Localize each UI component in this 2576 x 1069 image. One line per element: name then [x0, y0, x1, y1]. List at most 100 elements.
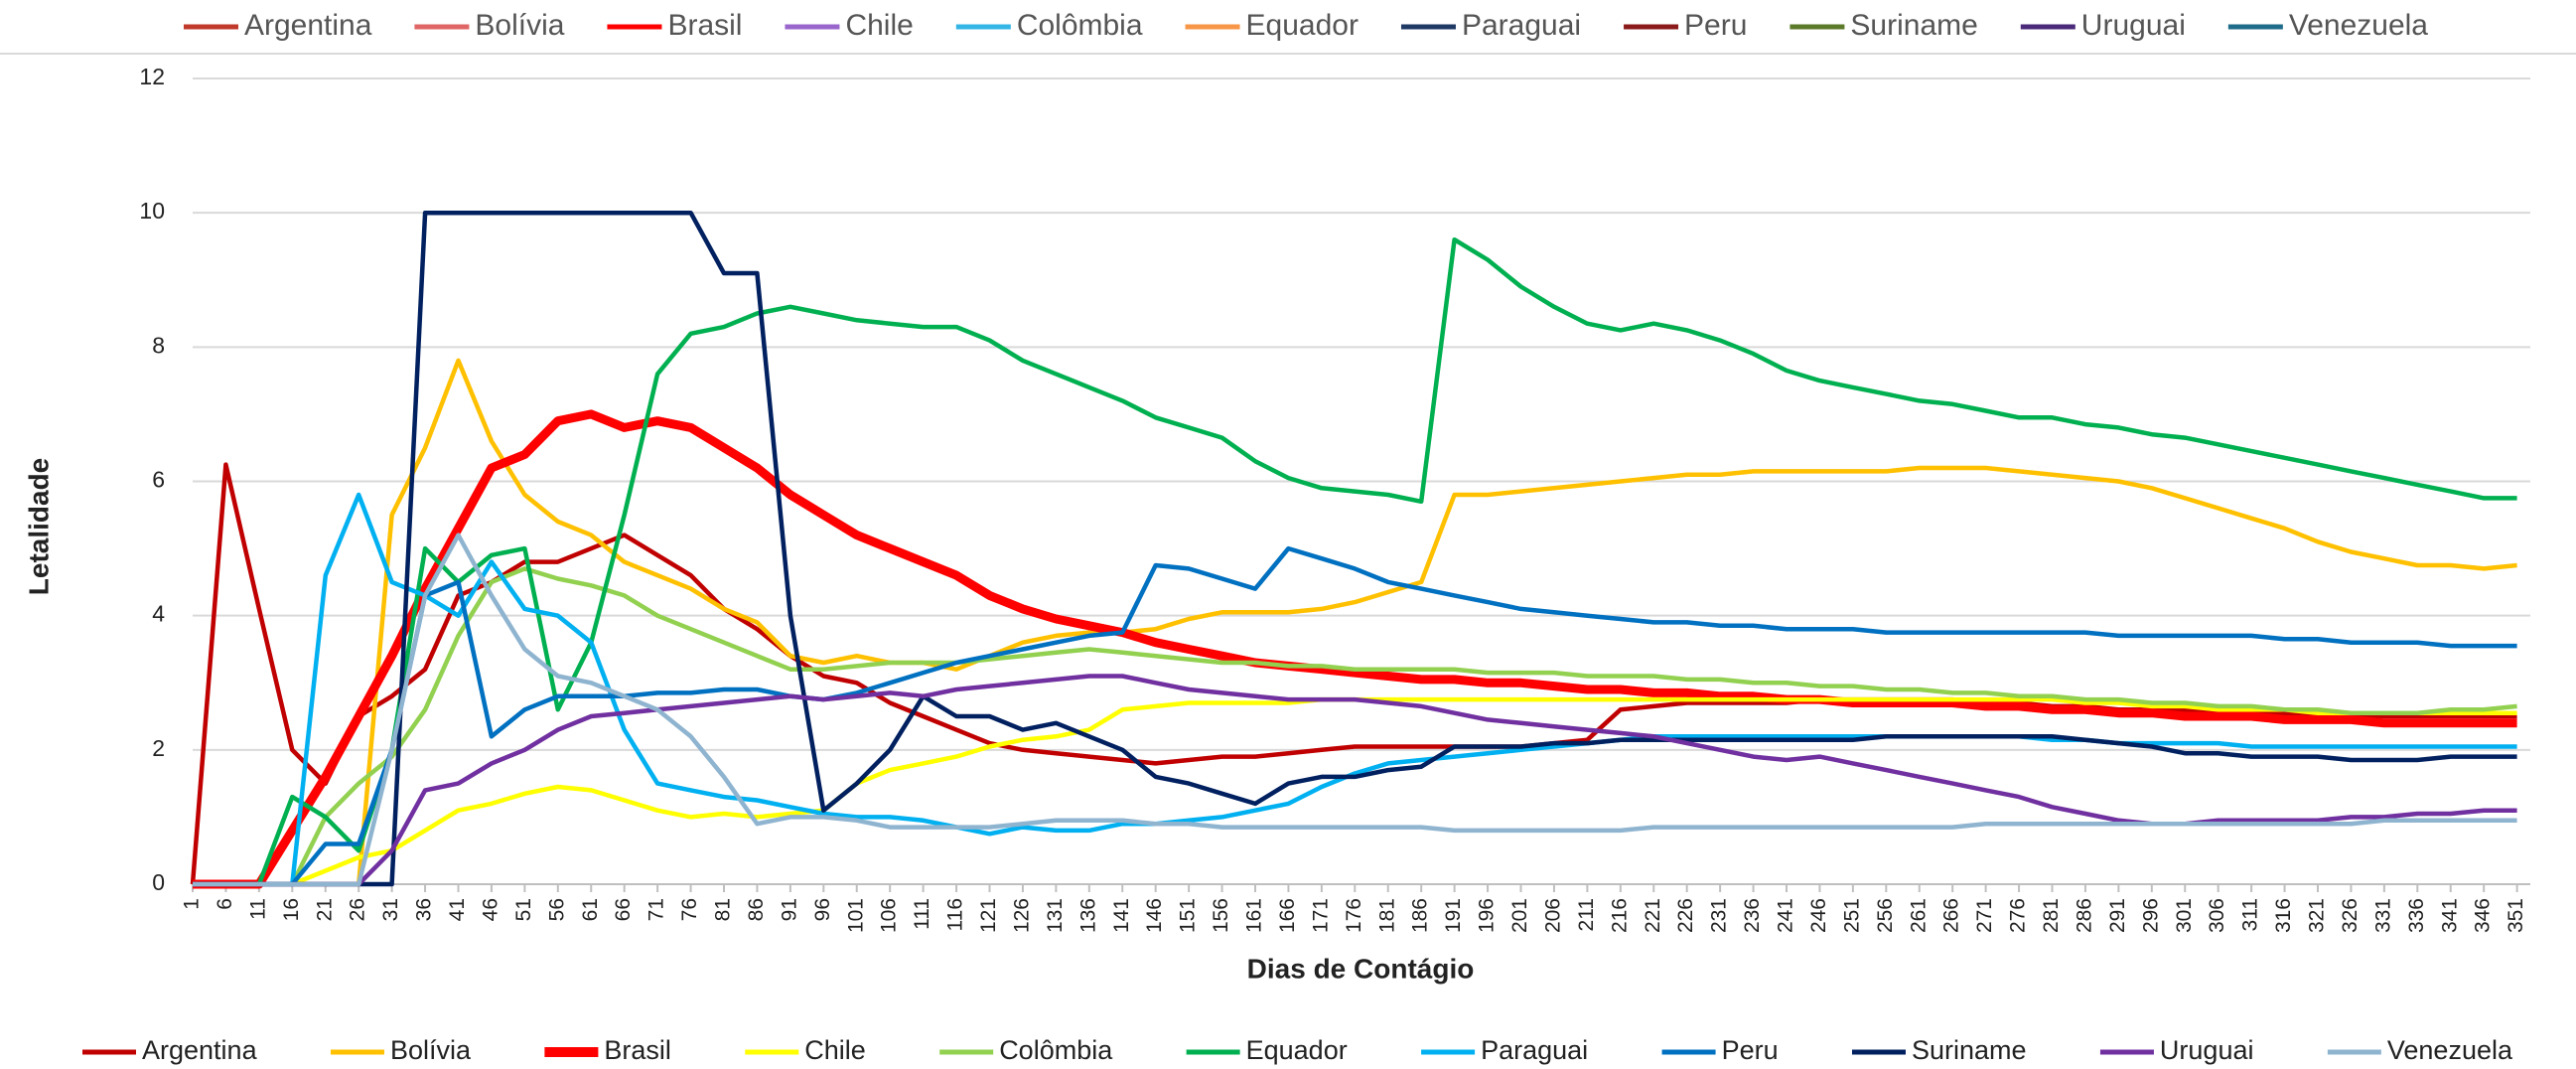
x-tick-label: 326: [2339, 898, 2361, 933]
x-tick-label: 161: [1243, 898, 1266, 933]
series-line: [193, 409, 2517, 889]
x-tick-label: 46: [479, 898, 501, 921]
x-tick-label: 151: [1177, 898, 1200, 933]
legend-label: Paraguai: [1481, 1035, 1588, 1065]
legend-label: Colômbia: [999, 1035, 1113, 1065]
x-tick-label: 211: [1575, 898, 1598, 931]
legend-label: Peru: [1722, 1035, 1779, 1065]
x-tick-label: 116: [944, 898, 967, 931]
x-tick-label: 186: [1409, 898, 1432, 933]
x-tick-label: 296: [2139, 898, 2162, 933]
x-tick-label: 301: [2173, 898, 2196, 933]
x-tick-label: 166: [1276, 898, 1299, 933]
x-tick-label: 231: [1708, 898, 1731, 933]
legend-label: Bolívia: [390, 1035, 472, 1065]
x-tick-label: 256: [1874, 898, 1897, 933]
series-line: [193, 674, 2517, 887]
x-tick-label: 331: [2371, 898, 2394, 933]
x-tick-label: 81: [712, 898, 735, 921]
x-tick-label: 156: [1210, 898, 1232, 933]
y-tick-label: 12: [139, 64, 165, 89]
y-tick-label: 6: [152, 467, 165, 493]
x-tick-label: 351: [2504, 898, 2527, 933]
y-tick-label: 4: [152, 601, 165, 627]
x-tick-label: 76: [678, 898, 701, 921]
legend-label: Chile: [845, 9, 913, 42]
x-tick-label: 1: [181, 898, 204, 910]
x-tick-label: 96: [811, 898, 834, 921]
x-tick-label: 176: [1343, 898, 1365, 933]
x-tick-label: 31: [379, 898, 402, 921]
x-axis-title: Dias de Contágio: [1247, 953, 1475, 984]
series-line: [193, 358, 2517, 887]
legend-label: Uruguai: [2081, 9, 2186, 42]
x-tick-label: 266: [1940, 898, 1963, 933]
x-tick-label: 346: [2472, 898, 2495, 933]
y-axis-title: Letalidade: [23, 458, 54, 595]
x-tick-label: 106: [878, 898, 901, 933]
x-tick-label: 216: [1608, 898, 1631, 933]
legend-label: Suriname: [1850, 9, 1977, 42]
x-tick-label: 191: [1442, 898, 1465, 933]
x-tick-label: 271: [1973, 898, 1996, 933]
y-tick-label: 8: [152, 332, 165, 358]
x-tick-label: 141: [1110, 898, 1133, 933]
x-tick-label: 206: [1541, 898, 1564, 933]
x-tick-label: 321: [2306, 898, 2329, 933]
x-tick-label: 6: [214, 898, 236, 910]
x-tick-label: 111: [911, 898, 933, 930]
series-line: [193, 533, 2517, 887]
legend-label: Peru: [1684, 9, 1747, 42]
legend-label: Equador: [1246, 9, 1359, 42]
series-line: [193, 210, 2517, 887]
x-tick-label: 86: [745, 898, 768, 921]
series-line: [193, 696, 2517, 887]
x-tick-label: 171: [1309, 898, 1332, 933]
legend: Argentina Bolívia Brasil Chile Colômbia Equad…: [82, 1035, 2513, 1065]
x-tick-label: 121: [977, 898, 1000, 933]
legend-label: Paraguai: [1462, 9, 1581, 42]
x-tick-label: 61: [579, 898, 602, 921]
x-tick-label: 51: [512, 898, 535, 921]
x-tick-label: 311: [2239, 898, 2262, 931]
legend-label: Suriname: [1912, 1035, 2027, 1065]
x-tick-label: 221: [1642, 898, 1664, 933]
x-tick-label: 131: [1044, 898, 1067, 933]
x-tick-label: 26: [347, 898, 369, 921]
x-tick-label: 101: [844, 898, 867, 933]
x-tick-label: 251: [1840, 898, 1863, 933]
x-tick-label: 246: [1807, 898, 1830, 933]
x-tick-label: 136: [1076, 898, 1099, 933]
x-tick-label: 71: [645, 898, 668, 921]
legend: Argentina Bolívia Brasil Chile Colômbia Equad…: [184, 9, 2428, 42]
legend-label: Uruguai: [2160, 1035, 2254, 1065]
x-tick-label: 286: [2073, 898, 2095, 933]
legend-label: Brasil: [604, 1035, 671, 1065]
x-tick-label: 281: [2040, 898, 2063, 933]
legend-label: Equador: [1246, 1035, 1348, 1065]
x-tick-label: 146: [1143, 898, 1166, 933]
x-tick-label: 261: [1907, 898, 1930, 933]
legend-label: Venezuela: [2289, 9, 2428, 42]
x-tick-label: 306: [2206, 898, 2228, 933]
x-tick-label: 41: [446, 898, 469, 921]
x-tick-label: 276: [2007, 898, 2030, 933]
legend-label: Colômbia: [1017, 9, 1143, 42]
x-tick-label: 66: [612, 898, 635, 921]
x-tick-label: 11: [246, 898, 269, 920]
legend-label: Venezuela: [2387, 1035, 2513, 1065]
legend-label: Bolívia: [475, 9, 564, 42]
y-tick-label: 0: [152, 869, 165, 895]
x-tick-label: 336: [2405, 898, 2428, 933]
x-tick-label: 21: [313, 898, 336, 921]
series-line: [193, 566, 2517, 887]
x-tick-label: 236: [1741, 898, 1764, 933]
x-tick-label: 56: [545, 898, 568, 921]
x-tick-label: 36: [413, 898, 436, 921]
legend-label: Argentina: [142, 1035, 258, 1065]
legend-label: Chile: [804, 1035, 866, 1065]
x-tick-label: 341: [2438, 898, 2461, 933]
legend-label: Argentina: [244, 9, 372, 42]
x-tick-label: 241: [1775, 898, 1797, 933]
